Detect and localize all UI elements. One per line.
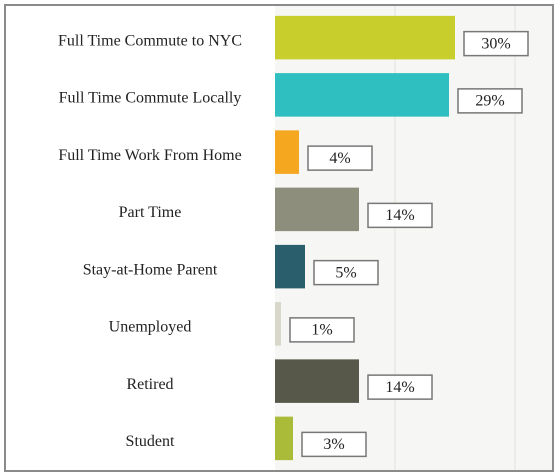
value-label-box bbox=[463, 30, 529, 57]
value-label: 29% bbox=[475, 93, 504, 110]
y-tick-label: Stay-at-Home Parent bbox=[83, 261, 218, 278]
y-tick-label: Unemployed bbox=[109, 319, 192, 336]
bar bbox=[275, 73, 449, 117]
value-label-box bbox=[457, 88, 523, 114]
value-label: 1% bbox=[311, 322, 332, 339]
value-label: 4% bbox=[329, 150, 350, 167]
value-label: 14% bbox=[385, 379, 414, 396]
bar bbox=[275, 15, 455, 60]
y-tick-label: Part Time bbox=[119, 204, 182, 221]
bar bbox=[275, 244, 305, 289]
bar bbox=[275, 416, 293, 461]
bar bbox=[275, 130, 299, 174]
y-tick-label: Full Time Commute Locally bbox=[59, 90, 242, 107]
value-label-box bbox=[313, 259, 379, 286]
y-tick-label: Full Time Work From Home bbox=[58, 147, 241, 164]
value-label: 5% bbox=[335, 264, 356, 281]
value-label-box bbox=[301, 431, 367, 458]
value-label-box bbox=[367, 374, 433, 400]
value-label-box bbox=[367, 202, 433, 229]
y-tick-label: Retired bbox=[126, 376, 173, 393]
bar bbox=[275, 302, 281, 346]
y-tick-label: Full Time Commute to NYC bbox=[58, 32, 242, 49]
value-label: 3% bbox=[323, 436, 344, 453]
y-tick-label: Student bbox=[126, 433, 175, 450]
bar bbox=[275, 359, 359, 403]
value-label-box bbox=[307, 145, 373, 171]
value-label: 14% bbox=[385, 207, 414, 224]
value-label-box bbox=[289, 317, 355, 343]
value-label: 30% bbox=[481, 35, 510, 52]
bar bbox=[275, 187, 359, 232]
